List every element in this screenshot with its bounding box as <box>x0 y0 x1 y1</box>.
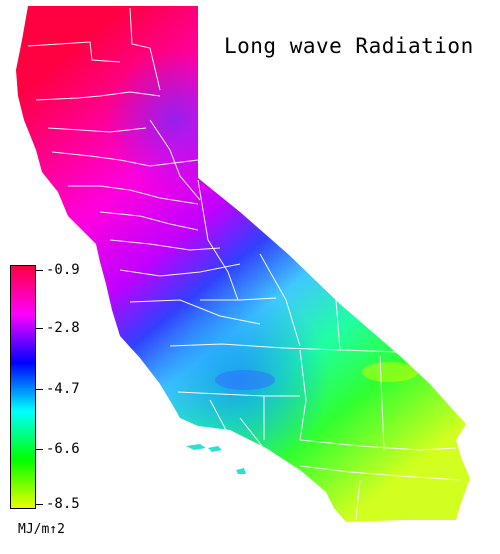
legend-tick <box>36 270 43 271</box>
island-group <box>186 444 246 474</box>
map-title: Long wave Radiation <box>224 34 474 58</box>
legend-label-3: -4.7 <box>46 381 80 397</box>
legend-tick <box>36 449 43 450</box>
county-boundaries <box>27 7 461 521</box>
legend-label-min: -8.5 <box>46 496 80 512</box>
legend-tick <box>36 504 43 505</box>
legend-label-max: -0.9 <box>46 262 80 278</box>
legend-label-4: -6.6 <box>46 441 80 457</box>
legend-tick <box>36 389 43 390</box>
legend-label-2: -2.8 <box>46 320 80 336</box>
legend-colorbar <box>10 265 36 509</box>
legend-unit: MJ/m↑2 <box>18 522 65 537</box>
legend-tick <box>36 328 43 329</box>
